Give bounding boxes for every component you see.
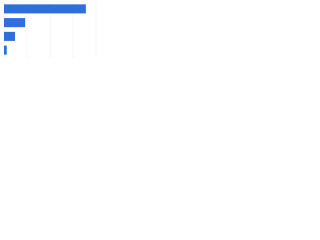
bar	[4, 45, 7, 55]
chart	[3, 2, 97, 57]
bar	[4, 31, 16, 41]
bar	[4, 18, 26, 28]
bar	[4, 4, 86, 14]
